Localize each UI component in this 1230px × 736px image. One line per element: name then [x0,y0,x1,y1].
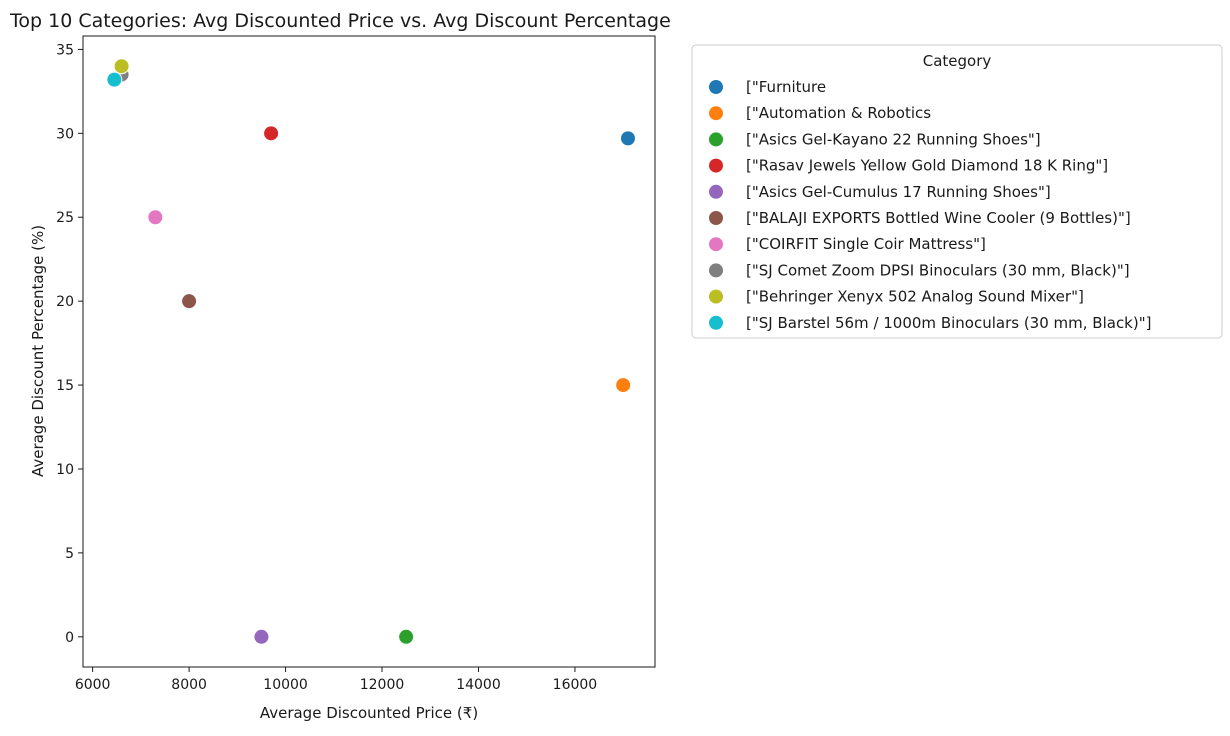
legend-items: ["Furniture ["Automation & Robotics ["Asic… [708,78,1151,332]
legend-item: ["BALAJI EXPORTS Bottled Wine Cooler (9 … [708,209,1131,227]
legend-marker [708,262,724,279]
data-point-3 [398,628,415,645]
legend-marker [708,314,724,331]
data-point-5 [253,628,270,645]
y-tick-label: 30 [56,126,74,142]
legend-label: ["BALAJI EXPORTS Bottled Wine Cooler (9 … [746,209,1131,227]
x-tick-label: 16000 [553,677,598,693]
x-axis-label: Average Discounted Price (₹) [260,704,478,722]
legend-label: ["Asics Gel-Kayano 22 Running Shoes"] [746,130,1041,148]
legend-label: ["SJ Comet Zoom DPSI Binoculars (30 mm, … [746,261,1130,279]
data-point-4 [263,125,280,142]
legend-item: ["COIRFIT Single Coir Mattress"] [708,235,986,253]
legend-item: ["Furniture [708,78,826,96]
legend-marker [708,210,724,226]
legend-item: ["Asics Gel-Kayano 22 Running Shoes"] [708,130,1041,148]
data-point-1 [619,130,636,147]
legend-label: ["Behringer Xenyx 502 Analog Sound Mixer… [746,288,1084,306]
legend-frame [691,44,1223,339]
legend-marker [708,236,724,253]
y-axis-ticks: 0 5 10 15 20 25 30 35 [56,42,83,646]
y-tick-label: 25 [56,210,74,226]
x-tick-label: 8000 [171,677,207,693]
y-tick-label: 5 [65,546,74,562]
legend-label: ["Furniture [746,78,826,96]
legend-item: ["SJ Comet Zoom DPSI Binoculars (30 mm, … [708,261,1130,279]
legend-marker [708,131,724,148]
legend: Category ["Furniture ["Automation & Robot… [691,44,1223,339]
y-tick-label: 15 [56,378,74,394]
data-point-9 [113,58,130,75]
legend-label: ["Asics Gel-Cumulus 17 Running Shoes"] [746,183,1051,201]
legend-label: ["SJ Barstel 56m / 1000m Binoculars (30 … [746,314,1151,332]
legend-item: ["Automation & Robotics [708,104,931,122]
legend-marker [708,79,724,95]
legend-item: ["SJ Barstel 56m / 1000m Binoculars (30 … [708,314,1151,332]
x-tick-label: 14000 [456,677,501,693]
x-axis-ticks: 6000 8000 10000 12000 14000 16000 [75,667,597,693]
plot-area: 6000 8000 10000 12000 14000 16000 0 5 10 15 20 25 3… [56,35,656,693]
data-point-10 [106,71,123,88]
legend-marker [708,157,724,174]
legend-item: ["Rasav Jewels Yellow Gold Diamond 18 K … [708,157,1108,175]
data-points [106,58,636,645]
legend-title: Category [923,52,992,70]
y-tick-label: 10 [56,462,74,478]
legend-marker [708,183,724,200]
y-axis-label: Average Discount Percentage (%) [29,225,47,477]
legend-label: ["Automation & Robotics [746,104,931,122]
legend-item: ["Asics Gel-Cumulus 17 Running Shoes"] [708,183,1051,201]
legend-marker [708,288,724,305]
plot-frame [82,35,656,668]
x-tick-label: 6000 [75,677,111,693]
x-tick-label: 12000 [360,677,405,693]
legend-item: ["Behringer Xenyx 502 Analog Sound Mixer… [708,288,1084,306]
y-tick-label: 20 [56,294,74,310]
data-point-6 [181,293,198,310]
legend-label: ["Rasav Jewels Yellow Gold Diamond 18 K … [746,157,1108,175]
x-tick-label: 10000 [263,677,308,693]
data-point-7 [147,209,164,226]
chart-title: Top 10 Categories: Avg Discounted Price … [9,10,671,32]
legend-marker [708,105,724,122]
legend-label: ["COIRFIT Single Coir Mattress"] [746,235,986,253]
data-point-2 [615,377,632,394]
y-tick-label: 35 [56,42,74,58]
y-tick-label: 0 [65,630,74,646]
